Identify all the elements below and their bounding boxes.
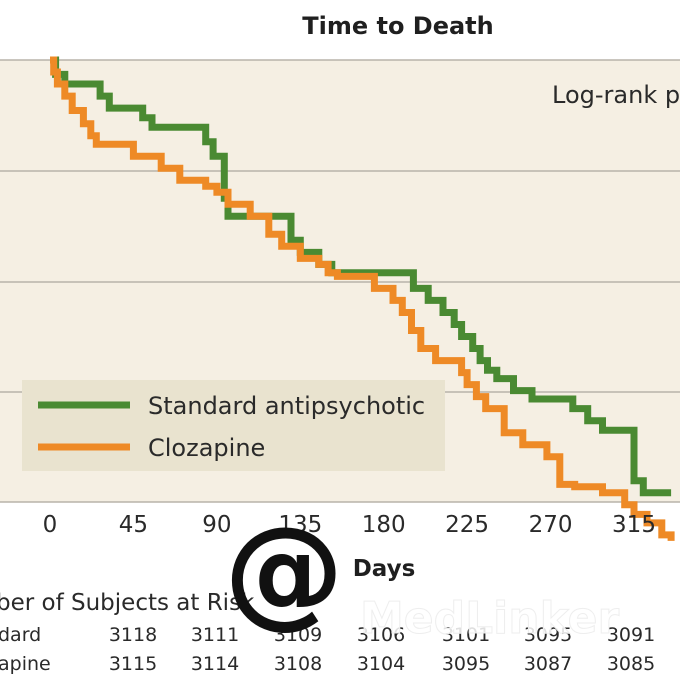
risk-row-label: apine [0,653,51,675]
watermark-at-symbol: @ [224,502,344,641]
x-tick-label: 45 [119,512,148,538]
risk-value: 3111 [191,624,239,646]
risk-value: 3109 [274,624,322,646]
risk-value: 3087 [524,653,572,675]
risk-value: 3118 [109,624,157,646]
risk-value: 3114 [191,653,239,675]
x-axis-label: Days [353,556,416,582]
risk-row-label: dard [0,624,41,646]
watermark-text: MedLinker [360,593,619,644]
risk-value: 3115 [109,653,157,675]
series-line-clozapine [50,56,675,541]
risk-table-title: ber of Subjects at Risk [0,590,255,616]
x-tick-label: 0 [43,512,58,538]
x-tick-label: 225 [445,512,489,538]
watermark: MedLinker @ [224,502,620,645]
series-line-standard [50,56,672,497]
x-tick-label: 180 [362,512,406,538]
risk-value: 3085 [607,653,655,675]
legend-label-standard: Standard antipsychotic [148,392,425,420]
series-layer [50,56,675,541]
risk-table: ber of Subjects at Risk dard apine 3118 3… [0,590,655,675]
risk-value: 3108 [274,653,322,675]
legend-label-clozapine: Clozapine [148,434,265,462]
chart-title: Time to Death [302,12,494,40]
risk-value: 3095 [524,624,572,646]
x-tick-label: 135 [278,512,322,538]
x-tick-label: 315 [612,512,656,538]
risk-value: 3095 [442,653,490,675]
risk-value: 3091 [607,624,655,646]
log-rank-annotation: Log-rank p [552,81,680,109]
x-tick-label: 270 [529,512,573,538]
risk-value: 3104 [357,653,405,675]
risk-values: 3118 3111 3109 3106 3101 3095 3091 3115 3114 3108… [109,624,655,675]
risk-value: 3106 [357,624,405,646]
risk-value: 3101 [442,624,490,646]
legend-box [22,380,445,471]
x-axis-ticks: 0 45 90 135 180 225 270 315 [43,512,656,538]
x-tick-label: 90 [202,512,231,538]
legend: Standard antipsychotic Clozapine [22,380,445,471]
